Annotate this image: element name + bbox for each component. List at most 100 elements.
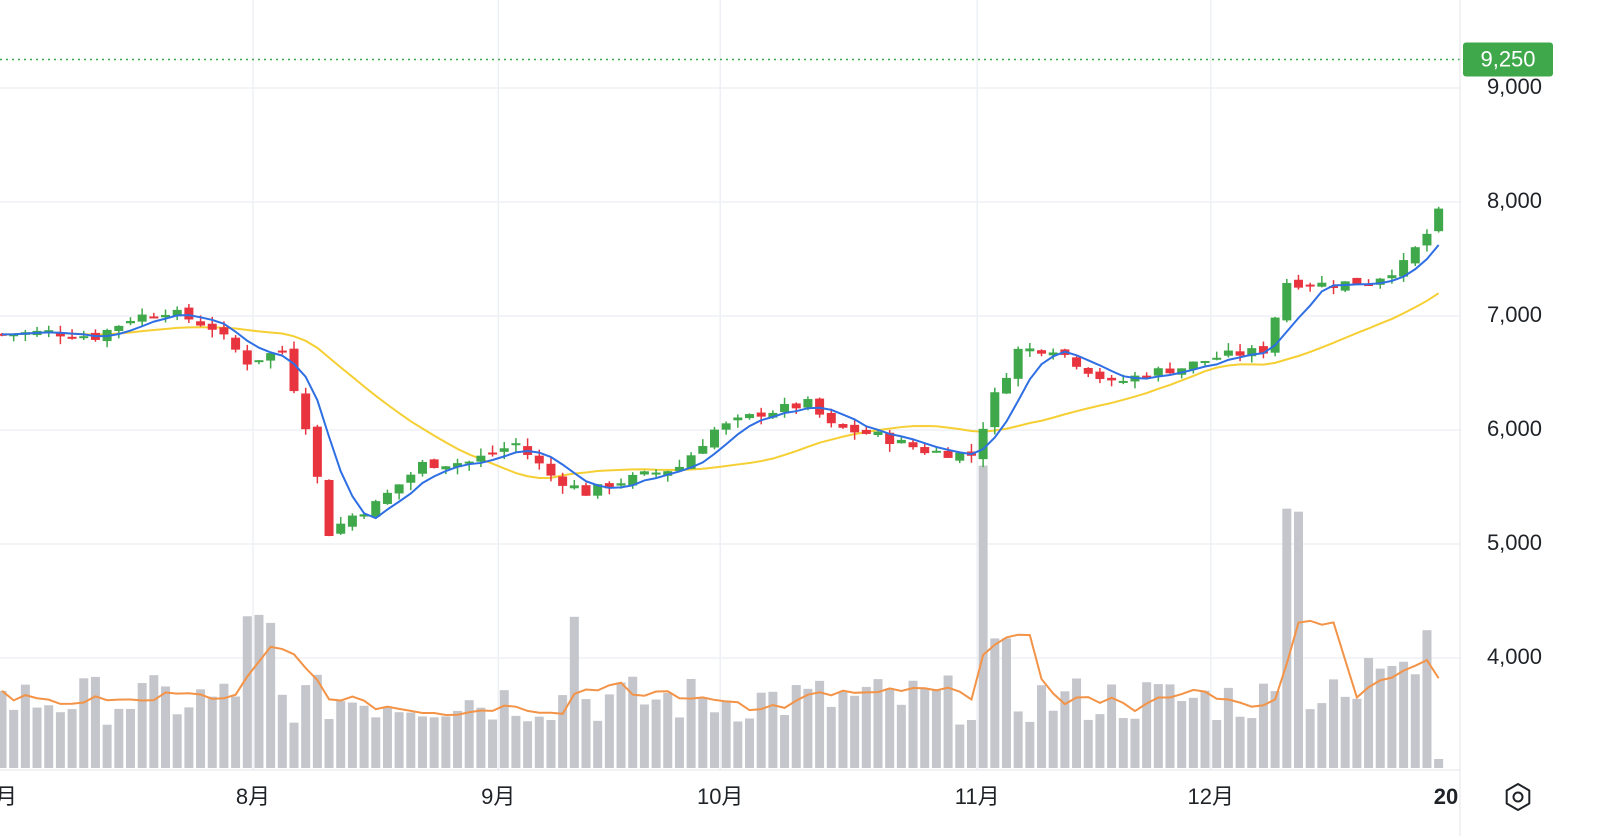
candle[interactable] — [1037, 349, 1047, 357]
candle[interactable] — [1329, 280, 1339, 295]
candle[interactable] — [721, 421, 731, 435]
candle[interactable] — [1107, 375, 1117, 387]
candle[interactable] — [1258, 341, 1268, 359]
candle[interactable] — [850, 418, 860, 440]
candle[interactable] — [546, 456, 556, 482]
candle[interactable] — [1340, 281, 1350, 293]
candle[interactable] — [1270, 316, 1280, 357]
candle[interactable] — [1434, 206, 1444, 233]
candle[interactable] — [301, 387, 311, 435]
volume-bar — [861, 686, 871, 768]
candle[interactable] — [277, 345, 287, 355]
candle[interactable] — [394, 484, 404, 500]
candle[interactable] — [336, 516, 346, 535]
candle-body — [371, 501, 381, 517]
candle-body — [885, 432, 895, 445]
candle[interactable] — [1048, 348, 1058, 360]
candle[interactable] — [429, 458, 439, 469]
candle[interactable] — [476, 448, 486, 468]
candle[interactable] — [639, 470, 649, 476]
candle[interactable] — [1305, 282, 1315, 292]
candle[interactable] — [102, 328, 112, 348]
candle-body — [79, 336, 89, 339]
candle[interactable] — [873, 429, 883, 437]
candle[interactable] — [1013, 346, 1023, 387]
candle[interactable] — [242, 344, 252, 371]
candle[interactable] — [780, 397, 790, 418]
candle[interactable] — [558, 472, 568, 494]
candle[interactable] — [464, 460, 474, 471]
candle[interactable] — [254, 360, 264, 365]
price-axis[interactable]: 4,000 5,000 6,000 7,000 8,000 9,000 — [1487, 74, 1542, 669]
candle[interactable] — [1212, 351, 1222, 361]
candle[interactable] — [978, 422, 988, 468]
candle[interactable] — [1095, 367, 1105, 384]
candle[interactable] — [324, 479, 334, 537]
volume-bar — [1095, 714, 1105, 768]
candle[interactable] — [184, 303, 194, 323]
candle[interactable] — [1130, 371, 1140, 389]
candle-body — [382, 492, 392, 504]
candle[interactable] — [1422, 229, 1432, 252]
candle-body — [791, 403, 801, 409]
candle[interactable] — [569, 479, 579, 490]
candle[interactable] — [955, 452, 965, 464]
volume-bar — [359, 705, 369, 768]
candle[interactable] — [1165, 362, 1175, 374]
candle[interactable] — [488, 445, 498, 457]
hexagon-settings-icon[interactable] — [1505, 783, 1531, 811]
candle[interactable] — [149, 312, 159, 319]
candle[interactable] — [581, 482, 591, 496]
candle[interactable] — [838, 423, 848, 429]
candle[interactable] — [1025, 343, 1035, 357]
candle[interactable] — [1293, 274, 1303, 290]
candle[interactable] — [289, 341, 299, 394]
volume-bar — [231, 696, 241, 768]
candle-body — [1095, 371, 1105, 380]
candle[interactable] — [79, 330, 89, 341]
candle[interactable] — [674, 459, 684, 472]
candle[interactable] — [55, 325, 65, 345]
candle[interactable] — [231, 335, 241, 353]
candle[interactable] — [511, 438, 521, 452]
candle[interactable] — [1072, 356, 1082, 370]
candle[interactable] — [733, 414, 743, 428]
candle[interactable] — [861, 426, 871, 435]
candle[interactable] — [1410, 246, 1420, 267]
candle[interactable] — [371, 499, 381, 517]
candle[interactable] — [137, 308, 147, 327]
candle[interactable] — [686, 452, 696, 470]
candle[interactable] — [20, 329, 30, 342]
candle[interactable] — [698, 439, 708, 454]
candle[interactable] — [663, 470, 673, 482]
candle[interactable] — [312, 424, 322, 484]
candle[interactable] — [1282, 278, 1292, 323]
candle[interactable] — [1317, 275, 1327, 288]
candle[interactable] — [347, 513, 357, 531]
candle[interactable] — [417, 459, 427, 477]
candlesticks[interactable] — [0, 206, 1444, 537]
candle[interactable] — [1083, 367, 1093, 378]
candle[interactable] — [1223, 343, 1233, 358]
candle[interactable] — [1188, 361, 1198, 374]
candle[interactable] — [266, 352, 276, 369]
candle[interactable] — [382, 489, 392, 505]
candle[interactable] — [745, 413, 755, 420]
candle[interactable] — [125, 317, 135, 326]
candle-body — [826, 412, 836, 424]
candle[interactable] — [756, 407, 766, 425]
candle[interactable] — [709, 426, 719, 450]
candle[interactable] — [406, 471, 416, 491]
candle[interactable] — [114, 325, 124, 339]
candle[interactable] — [1153, 366, 1163, 382]
candle[interactable] — [920, 442, 930, 455]
candle[interactable] — [826, 408, 836, 428]
candle[interactable] — [651, 469, 661, 478]
time-axis[interactable]: 7月 8月 9月 10月 11月 12月 20 — [0, 784, 1458, 809]
candle[interactable] — [1001, 373, 1011, 395]
candle[interactable] — [161, 309, 171, 323]
candle[interactable] — [523, 438, 533, 460]
candle[interactable] — [990, 387, 1000, 435]
candle[interactable] — [172, 306, 182, 321]
